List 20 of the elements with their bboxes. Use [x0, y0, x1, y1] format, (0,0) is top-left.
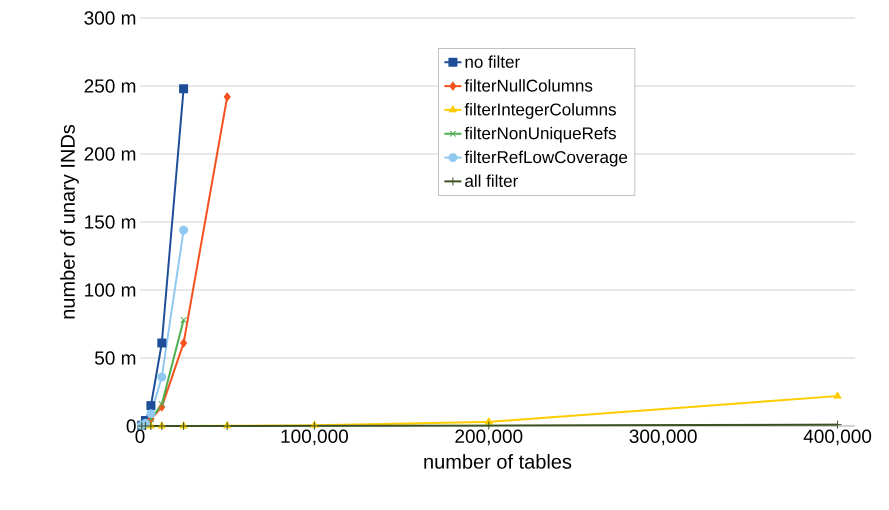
x-tick-label: 200,000 [455, 430, 522, 446]
y-tick-label: 150 m [85, 215, 136, 229]
legend-label: filterNullColumns [464, 79, 592, 92]
x-tick-label: 0 [135, 430, 145, 443]
legend-label: no filter [466, 55, 520, 68]
y-tick-label: 300 m [84, 11, 136, 25]
x-tick-label: 300,000 [630, 430, 697, 446]
legend-label: all filter [465, 174, 518, 187]
x-tick-label: 400,000 [804, 430, 872, 446]
x-axis-title: number of tables [424, 454, 572, 469]
y-tick-label: 250 m [84, 79, 136, 93]
x-tick-label: 100,000 [281, 430, 348, 446]
y-tick-label: 100 m [85, 283, 136, 297]
y-axis-title: number of unary INDs [60, 124, 79, 318]
legend-label: filterRefLowCoverage [464, 150, 628, 167]
legend-label: filterNonUniqueRefs [464, 126, 616, 143]
legend-label: filterIntegerColumns [464, 103, 616, 119]
y-tick-label: 0 [126, 419, 136, 433]
y-tick-label: 50 m [94, 351, 136, 365]
y-tick-label: 200 m [84, 147, 136, 161]
